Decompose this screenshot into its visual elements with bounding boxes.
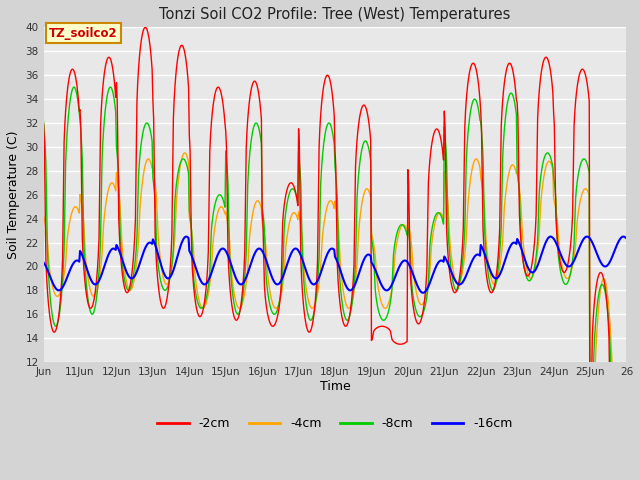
Legend: -2cm, -4cm, -8cm, -16cm: -2cm, -4cm, -8cm, -16cm [152, 412, 518, 435]
X-axis label: Time: Time [319, 380, 350, 393]
Text: TZ_soilco2: TZ_soilco2 [49, 27, 118, 40]
Title: Tonzi Soil CO2 Profile: Tree (West) Temperatures: Tonzi Soil CO2 Profile: Tree (West) Temp… [159, 7, 511, 22]
Y-axis label: Soil Temperature (C): Soil Temperature (C) [7, 131, 20, 259]
